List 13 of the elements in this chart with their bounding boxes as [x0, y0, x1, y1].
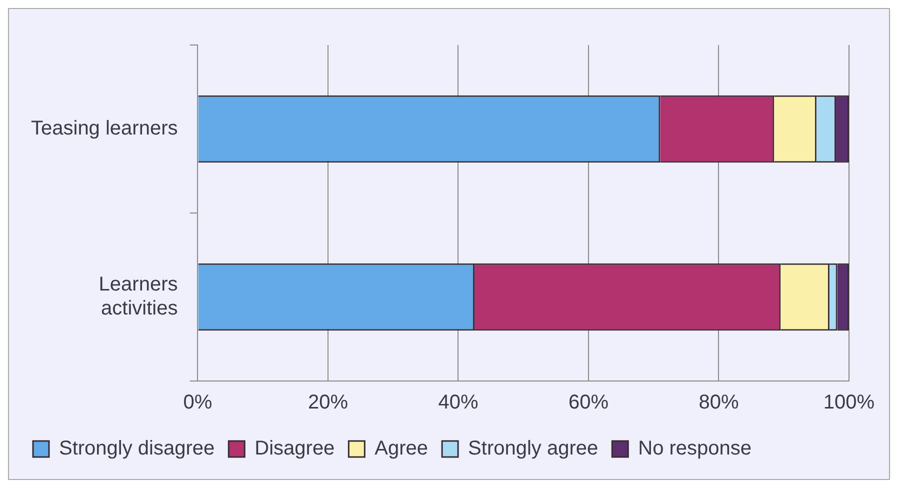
x-tick-label: 40%	[438, 392, 478, 414]
legend-label: Strongly agree	[468, 438, 598, 460]
legend-label: Disagree	[254, 438, 335, 460]
legend-label: Strongly disagree	[59, 438, 215, 460]
y-tick-label: Teasing learners	[31, 118, 178, 140]
y-tick-label: Learners activities	[98, 274, 178, 320]
x-tick-label: 0%	[183, 392, 212, 414]
x-tick-label: 100%	[823, 392, 875, 414]
x-tick-label: 80%	[698, 392, 739, 414]
legend-label: Agree	[374, 438, 428, 460]
legend-label: No response	[638, 438, 752, 460]
x-tick-label: 60%	[568, 392, 609, 414]
x-tick-label: 20%	[308, 392, 348, 414]
